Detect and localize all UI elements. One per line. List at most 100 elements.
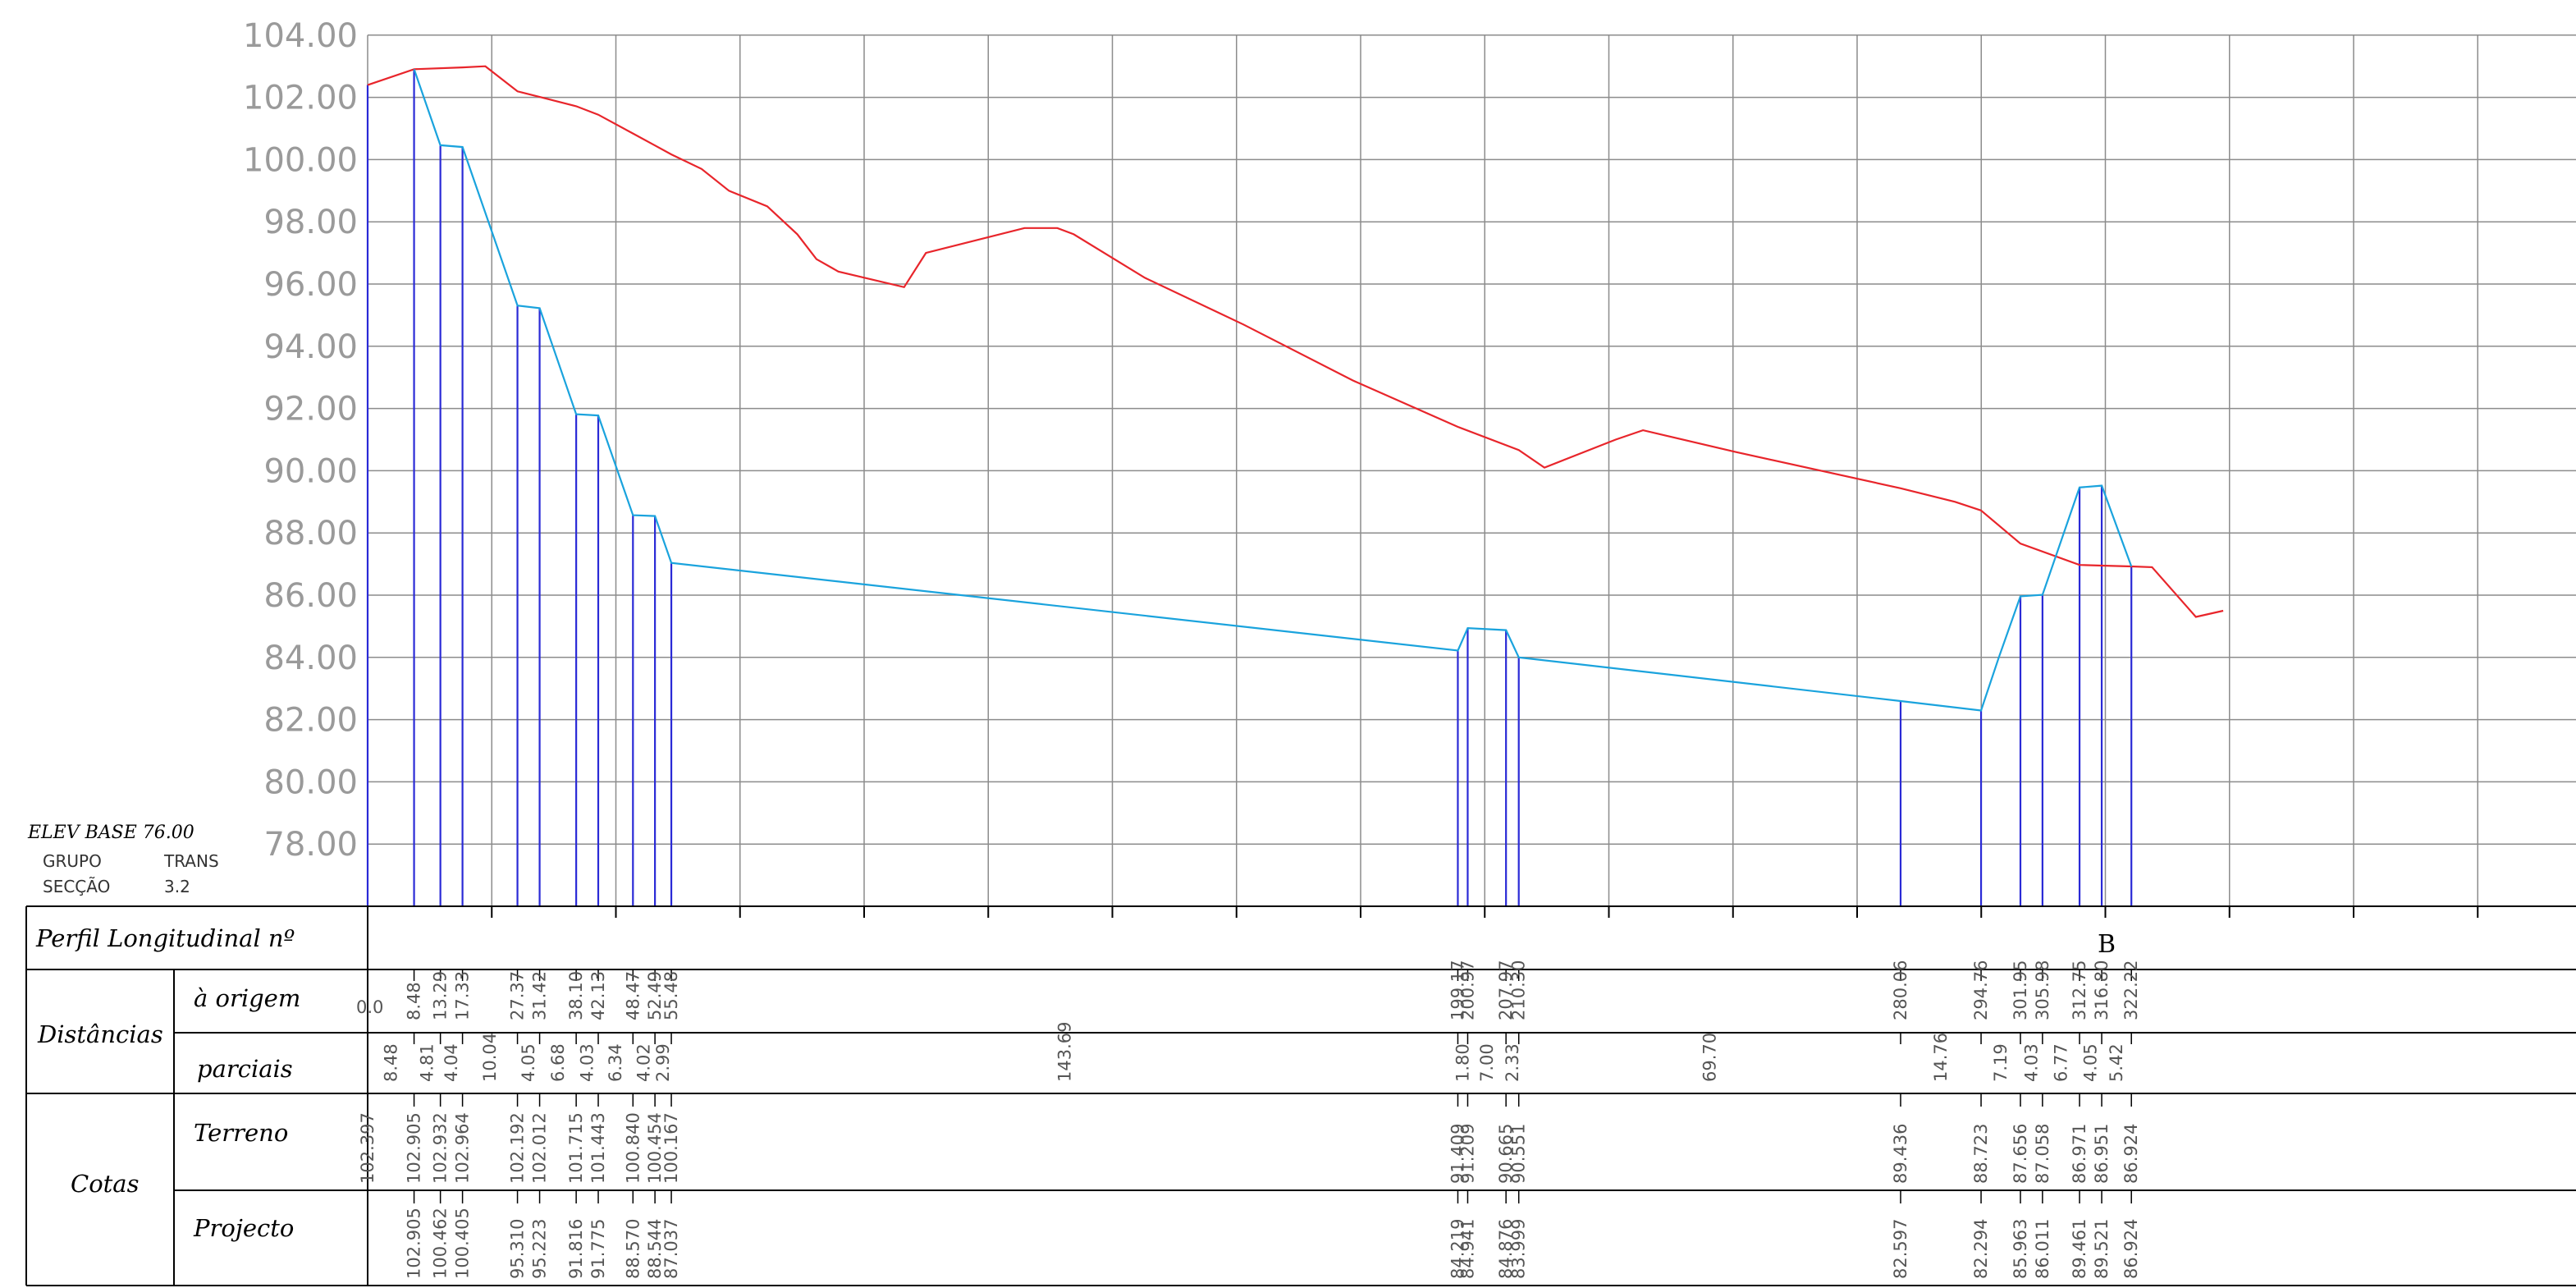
origem-value: 38.10: [566, 971, 586, 1020]
y-tick-label: 92.00: [263, 391, 358, 429]
terreno-value: 101.715: [566, 1112, 586, 1184]
data-table: [25, 905, 2576, 1286]
projecto-value: 82.597: [1891, 1219, 1910, 1279]
distancias-label: Distâncias: [37, 1020, 163, 1048]
projecto-value: 102.905: [405, 1208, 424, 1279]
origem-value: 17.33: [453, 971, 473, 1020]
terreno-value: 91.409: [1448, 1124, 1467, 1184]
projecto-value: 86.924: [2121, 1219, 2141, 1279]
projecto-value: 86.011: [2033, 1219, 2052, 1279]
origem-value: 8.48: [405, 982, 424, 1020]
terreno-value: 102.192: [508, 1112, 528, 1184]
projecto-value: 100.405: [453, 1208, 473, 1279]
station-marker-b: B: [2098, 930, 2116, 959]
elevation-axis: 78.00 80.00 82.00 84.00 86.00 88.00 90.00 92.00…: [243, 17, 358, 864]
parcial-value: 4.81: [418, 1043, 437, 1082]
y-tick-label: 78.00: [263, 826, 358, 864]
y-tick-label: 100.00: [243, 141, 358, 179]
terreno-value: 100.454: [645, 1112, 665, 1184]
terreno-value: 86.951: [2092, 1124, 2112, 1184]
seccao-label: SECÇÃO: [43, 877, 110, 896]
parcial-value: 2.33: [1503, 1043, 1522, 1082]
parcial-value: 7.19: [1991, 1043, 2011, 1082]
origem-value: 200.97: [1457, 960, 1477, 1020]
cotas-label: Cotas: [71, 1170, 139, 1198]
origem-value: 13.29: [431, 971, 451, 1020]
projecto-value: 95.310: [508, 1219, 528, 1279]
terreno-value: 89.436: [1891, 1124, 1910, 1184]
origem-value: 55.48: [661, 971, 681, 1020]
terreno-value: 90.665: [1496, 1124, 1516, 1184]
a-origem-label: à origem: [194, 984, 300, 1012]
projecto-value: 89.521: [2092, 1219, 2112, 1279]
terreno-value: 88.723: [1971, 1124, 1991, 1184]
origin-tick-label: 0.0: [356, 997, 383, 1017]
terreno-value: 100.840: [623, 1112, 643, 1184]
elev-base-label: ELEV BASE 76.00: [27, 823, 194, 843]
terreno-value: 101.443: [588, 1112, 608, 1184]
parcial-value: 4.04: [442, 1043, 461, 1082]
y-tick-label: 102.00: [243, 80, 358, 117]
parcial-value: 143.69: [1055, 1022, 1074, 1082]
seccao-value: 3.2: [164, 877, 190, 896]
parcial-value: 4.05: [519, 1043, 538, 1082]
origem-value: 207.97: [1496, 960, 1516, 1020]
terreno-value: 86.924: [2121, 1124, 2141, 1184]
parcial-value: 8.48: [381, 1043, 400, 1082]
parciais-label: parciais: [197, 1055, 293, 1083]
terreno-label: Terreno: [194, 1119, 288, 1147]
origem-value: 301.95: [2011, 960, 2030, 1020]
origem-value: 42.13: [588, 971, 608, 1020]
origem-value: 316.80: [2092, 960, 2112, 1020]
parcial-value: 6.77: [2051, 1043, 2070, 1082]
y-tick-label: 80.00: [263, 763, 358, 801]
terreno-value: 102.905: [405, 1112, 424, 1184]
y-tick-label: 98.00: [263, 204, 358, 241]
parcial-value: 4.02: [634, 1043, 654, 1082]
terreno-line: [367, 65, 2224, 618]
y-tick-label: 86.00: [263, 577, 358, 615]
origem-value: 27.37: [508, 971, 528, 1020]
origem-value: 210.30: [1509, 960, 1529, 1020]
parcial-value: 4.03: [2021, 1043, 2041, 1082]
terreno-value: 90.551: [1509, 1124, 1529, 1184]
origem-value: 199.17: [1448, 960, 1467, 1020]
parcial-value: 6.34: [606, 1043, 625, 1082]
parcial-value: 7.00: [1477, 1043, 1497, 1082]
projecto-value: 83.999: [1509, 1219, 1529, 1279]
terreno-value: 86.971: [2070, 1124, 2089, 1184]
terreno-value: 91.209: [1457, 1124, 1477, 1184]
origem-value: 48.47: [623, 971, 643, 1020]
projecto-value: 91.775: [588, 1219, 608, 1279]
projecto-value: 84.941: [1457, 1219, 1477, 1279]
y-tick-label: 94.00: [263, 328, 358, 366]
projecto-value: 89.461: [2070, 1219, 2089, 1279]
terreno-value: 87.058: [2033, 1124, 2052, 1184]
projecto-value: 95.223: [530, 1219, 550, 1279]
terreno-value: 100.167: [661, 1112, 681, 1184]
projecto-line: [413, 68, 2133, 712]
parcial-value: 69.70: [1700, 1033, 1719, 1082]
parcial-value: 4.05: [2081, 1043, 2101, 1082]
terreno-value: 102.012: [530, 1112, 550, 1184]
projecto-value: 100.462: [431, 1208, 451, 1279]
terreno-value: 102.964: [453, 1112, 473, 1184]
terreno-value: 102.932: [431, 1112, 451, 1184]
origem-value: 31.42: [530, 971, 550, 1020]
parcial-value: 1.80: [1453, 1043, 1472, 1082]
y-tick-label: 104.00: [243, 17, 358, 55]
y-tick-label: 90.00: [263, 452, 358, 490]
origem-value: 52.49: [645, 971, 665, 1020]
projecto-value: 87.037: [661, 1219, 681, 1279]
grupo-label: GRUPO: [43, 851, 102, 871]
y-tick-label: 84.00: [263, 639, 358, 677]
station-values: 102.397 8.48 8.48 102.905 102.905 13.29 4.81 10…: [358, 960, 2141, 1279]
origem-value: 312.75: [2070, 960, 2089, 1020]
origem-value: 294.76: [1971, 960, 1991, 1020]
terreno-value: 102.397: [358, 1112, 377, 1184]
parcial-value: 10.04: [480, 1033, 500, 1082]
origem-value: 305.98: [2033, 960, 2052, 1020]
station-lines: [366, 69, 2133, 906]
profile-grid: [367, 34, 2576, 918]
